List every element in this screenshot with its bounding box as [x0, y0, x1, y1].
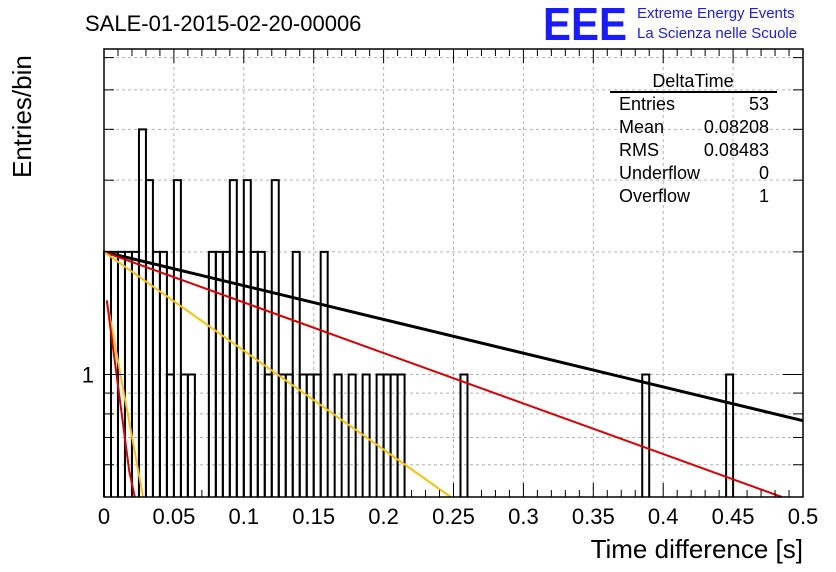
histogram-bar: [270, 179, 280, 497]
stats-overflow-value: 1: [759, 186, 769, 206]
y-axis-ticks: 1: [82, 57, 803, 498]
stats-mean-value: 0.08208: [704, 117, 769, 137]
fit-curve-2: [103, 251, 452, 498]
stats-underflow-value: 0: [759, 163, 769, 183]
histogram-bar: [319, 250, 329, 497]
histogram-bars: [103, 128, 735, 497]
logo-line-2: La Scienza nelle Scuole: [637, 25, 797, 42]
histogram-bar: [172, 179, 182, 497]
stats-rms-value: 0.08483: [704, 140, 769, 160]
x-tick-label: 0.05: [152, 504, 195, 529]
x-tick-label: 0.4: [648, 504, 679, 529]
x-tick-label: 0.5: [788, 504, 819, 529]
histogram-bar: [641, 373, 651, 497]
stats-overflow-label: Overflow: [619, 186, 691, 206]
stats-mean-label: Mean: [619, 117, 664, 137]
x-tick-label: 0.25: [432, 504, 475, 529]
fit-curve-1: [103, 250, 783, 498]
stats-box-title: DeltaTime: [652, 71, 733, 91]
fit-curves: [103, 250, 804, 498]
histogram-bar: [725, 373, 735, 497]
histogram-bar: [228, 179, 238, 497]
x-tick-label: 0.3: [508, 504, 539, 529]
eee-logo: EEE: [543, 0, 627, 50]
x-tick-label: 0.1: [229, 504, 260, 529]
stats-entries-label: Entries: [619, 94, 675, 114]
stats-rms-label: RMS: [619, 140, 659, 160]
histogram-bar: [186, 373, 196, 497]
run-title: SALE-01-2015-02-20-00006: [85, 11, 361, 36]
stats-entries-value: 53: [749, 94, 769, 114]
histogram-bar: [396, 373, 406, 497]
histogram-bar: [333, 373, 343, 497]
logo-line-1: Extreme Energy Events: [637, 5, 795, 22]
histogram-bar: [459, 373, 469, 497]
fit-curve-4: [105, 300, 136, 498]
x-tick-label: 0: [98, 504, 110, 529]
x-tick-label: 0.15: [292, 504, 335, 529]
x-tick-label: 0.2: [368, 504, 399, 529]
x-axis-label: Time difference [s]: [591, 534, 803, 564]
fit-curve-0: [103, 250, 804, 423]
y-axis-label: Entries/bin: [7, 55, 37, 178]
x-tick-label: 0.45: [712, 504, 755, 529]
x-tick-label: 0.35: [572, 504, 615, 529]
histogram-bar: [347, 373, 357, 497]
x-axis-ticks: 0 0.05 0.1 0.15 0.2 0.25 0.3 0.35 0.4 0.45 0.5: [98, 49, 818, 529]
stats-underflow-label: Underflow: [619, 163, 701, 183]
histogram-bar: [242, 179, 252, 497]
histogram-bar: [137, 128, 147, 497]
fit-curve-3: [105, 300, 145, 498]
histogram-bar: [144, 179, 154, 497]
stats-box: DeltaTime Entries 53 Mean 0.08208 RMS 0.…: [610, 71, 777, 206]
y-tick-label: 1: [82, 362, 94, 387]
